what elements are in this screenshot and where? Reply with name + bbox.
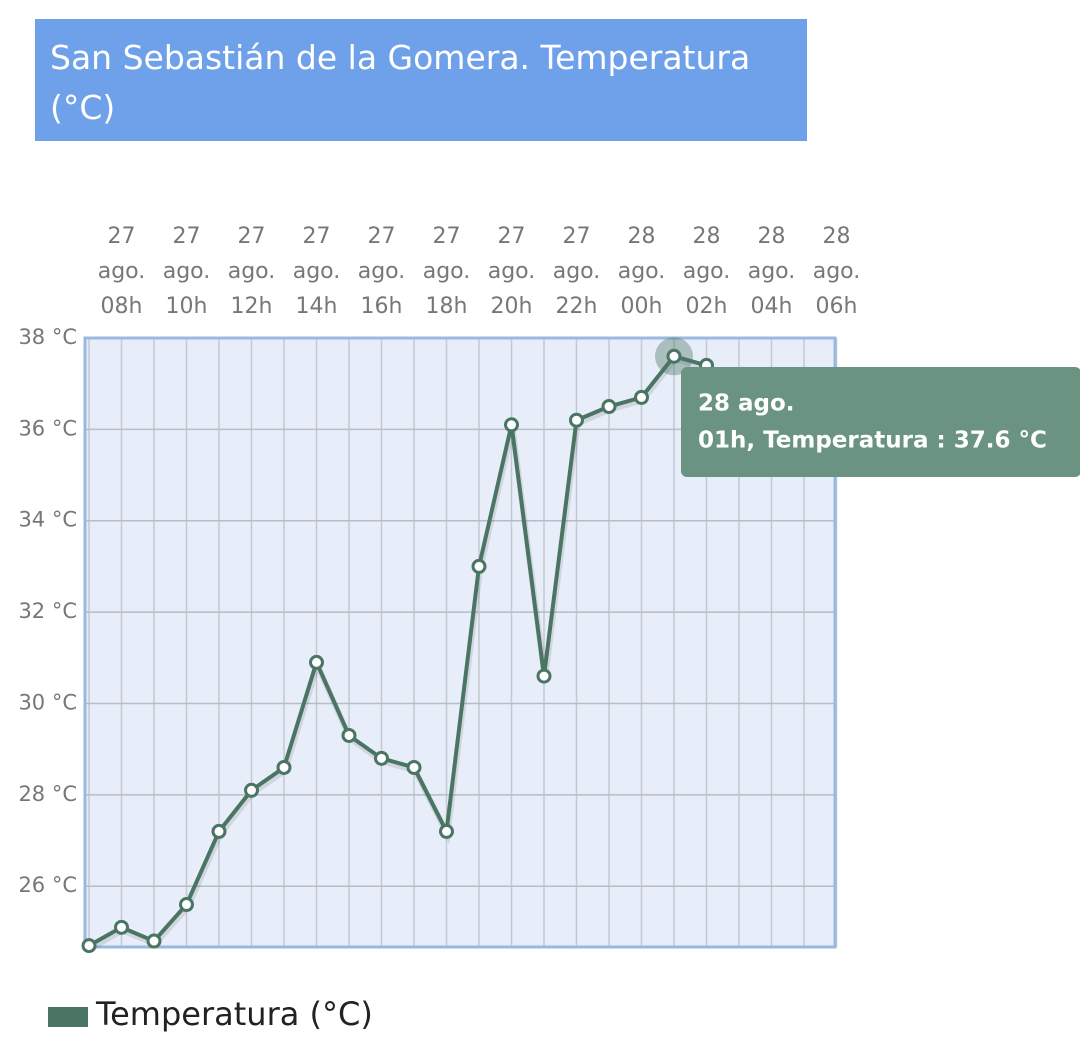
- x-tick-label: 27 ago. 10h: [163, 224, 211, 319]
- x-tick-label: 27 ago. 16h: [358, 224, 406, 319]
- point: [81, 938, 97, 954]
- point: [114, 919, 129, 935]
- point: [536, 668, 552, 684]
- point: [634, 389, 649, 405]
- x-tick-label: 27 ago. 22h: [553, 224, 601, 319]
- y-tick-label: 36 °C: [18, 416, 77, 440]
- point: [276, 759, 292, 775]
- x-tick-label: 28 ago. 06h: [813, 224, 861, 319]
- point: [309, 654, 324, 670]
- point: [244, 782, 259, 798]
- point: [439, 823, 454, 839]
- x-tick-label: 28 ago. 04h: [748, 224, 796, 319]
- point: [666, 348, 682, 364]
- x-tick-label: 28 ago. 02h: [683, 224, 731, 319]
- point: [374, 750, 389, 766]
- legend-label: Temperatura (°C): [95, 995, 373, 1033]
- tooltip-box: [681, 367, 1080, 477]
- point: [601, 399, 617, 415]
- plot-border: [83, 336, 837, 949]
- point: [569, 412, 584, 428]
- x-tick-label: 27 ago. 20h: [488, 224, 536, 319]
- x-tick-label: 27 ago. 14h: [293, 224, 341, 319]
- point: [471, 558, 487, 574]
- y-tick-label: 26 °C: [18, 873, 77, 897]
- point: [341, 727, 357, 743]
- point: [504, 417, 519, 433]
- point: [211, 823, 227, 839]
- point: [406, 759, 422, 775]
- y-tick-label: 30 °C: [18, 690, 77, 714]
- point: [146, 933, 162, 949]
- title-box: San Sebastián de la Gomera. Temperatura …: [35, 19, 807, 141]
- chart-title: San Sebastián de la Gomera. Temperatura …: [50, 38, 751, 127]
- tooltip-text: 01h, Temperatura : 37.6 °C: [698, 428, 1047, 454]
- x-tick-label: 28 ago. 00h: [618, 224, 666, 319]
- x-tick-label: 27 ago. 12h: [228, 224, 276, 319]
- y-tick-label: 38 °C: [18, 325, 77, 349]
- x-tick-label: 27 ago. 08h: [98, 224, 146, 319]
- y-tick-label: 28 °C: [18, 782, 77, 806]
- y-tick-label: 32 °C: [18, 599, 77, 623]
- legend-swatch: [48, 1007, 88, 1027]
- x-tick-label: 27 ago. 18h: [423, 224, 471, 319]
- tooltip-text: 28 ago.: [698, 391, 795, 417]
- y-tick-label: 34 °C: [18, 508, 77, 532]
- point: [179, 897, 194, 913]
